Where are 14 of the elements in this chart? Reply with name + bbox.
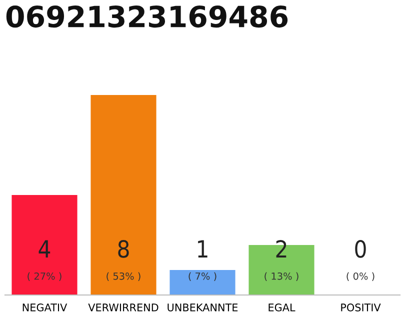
x-tick-label: VERWIRREND (88, 304, 158, 312)
data-label: 0 ( 0% ) (346, 240, 374, 281)
bar (170, 270, 236, 295)
bar (90, 95, 156, 295)
x-tick-label: NEGATIV (22, 304, 68, 312)
data-label: 2 ( 13% ) (264, 240, 298, 281)
data-label: 8 ( 53% ) (106, 240, 140, 281)
chart-title: 06921323169486 (6, 6, 288, 28)
data-label: 4 ( 27% ) (28, 240, 62, 281)
bar (12, 195, 78, 295)
x-tick-label: UNBEKANNTE (168, 304, 238, 312)
x-tick-label: POSITIV (341, 304, 381, 312)
x-tick-label: EGAL (268, 304, 296, 312)
data-label: 1 ( 7% ) (188, 240, 216, 281)
